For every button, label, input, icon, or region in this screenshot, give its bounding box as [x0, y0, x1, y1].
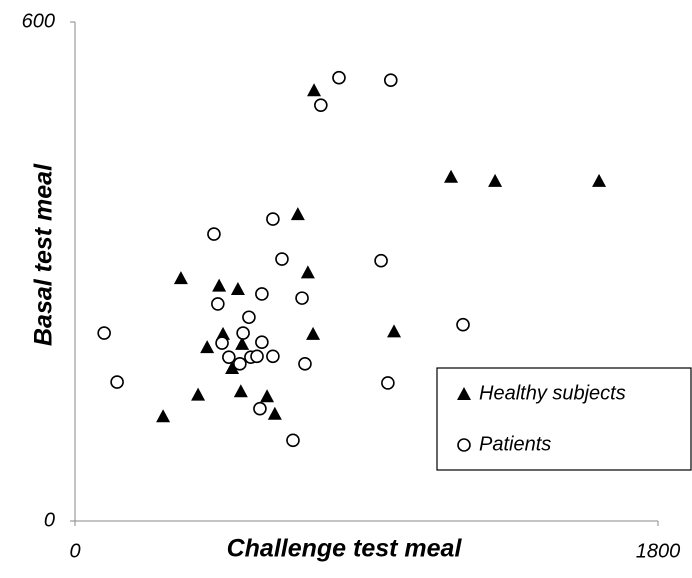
- y-tick-label: 600: [22, 10, 55, 32]
- triangle-marker: [290, 207, 305, 221]
- y-tick-label: 0: [44, 509, 55, 531]
- triangle-marker: [387, 324, 402, 338]
- circle-marker: [332, 70, 346, 85]
- circle-marker: [286, 433, 300, 448]
- legend-label: Healthy subjects: [479, 382, 626, 404]
- triangle-marker: [235, 336, 250, 350]
- circle-marker: [255, 335, 269, 349]
- legend-label: Patients: [479, 433, 551, 455]
- triangle-marker: [200, 340, 215, 354]
- x-axis-title: Challenge test meal: [227, 535, 463, 563]
- circle-marker: [266, 349, 280, 364]
- circle-marker: [374, 253, 388, 268]
- circle-marker: [236, 326, 250, 340]
- circle-marker: [215, 336, 229, 350]
- x-tick-label: 0: [69, 540, 80, 562]
- circle-marker: [275, 252, 289, 266]
- circle-marker: [253, 401, 267, 416]
- circle-marker: [383, 73, 398, 88]
- triangle-marker: [225, 360, 240, 374]
- circle-marker: [295, 291, 309, 305]
- x-tick-label: 1800: [636, 540, 681, 562]
- circle-marker: [222, 350, 236, 364]
- triangle-marker: [306, 326, 321, 340]
- circle-marker: [457, 438, 471, 452]
- triangle-marker: [191, 387, 206, 401]
- circle-marker: [250, 349, 264, 364]
- circle-marker: [381, 376, 395, 390]
- circle-marker: [255, 287, 269, 301]
- triangle-marker: [592, 173, 607, 187]
- triangle-marker: [173, 271, 188, 285]
- circle-marker: [233, 357, 247, 371]
- triangle-marker: [156, 409, 171, 423]
- triangle-marker: [260, 389, 275, 403]
- triangle-marker: [267, 406, 282, 420]
- y-axis-title: Basal test meal: [30, 163, 58, 346]
- triangle-marker: [488, 173, 503, 187]
- circle-marker: [211, 297, 225, 311]
- triangle-marker: [233, 384, 248, 398]
- legend-box: [436, 367, 692, 471]
- triangle-marker: [216, 326, 231, 340]
- circle-marker: [314, 98, 328, 112]
- triangle-marker: [444, 169, 459, 183]
- triangle-marker: [300, 265, 315, 279]
- triangle-marker: [457, 387, 471, 400]
- circle-marker: [97, 326, 111, 340]
- triangle-marker: [212, 278, 227, 292]
- circle-marker: [266, 212, 280, 226]
- circle-marker: [207, 227, 221, 241]
- circle-marker: [456, 317, 470, 332]
- circle-marker: [110, 375, 124, 389]
- triangle-marker: [307, 83, 322, 97]
- triangle-marker: [230, 281, 245, 295]
- circle-marker: [298, 357, 312, 371]
- circle-marker: [242, 310, 256, 325]
